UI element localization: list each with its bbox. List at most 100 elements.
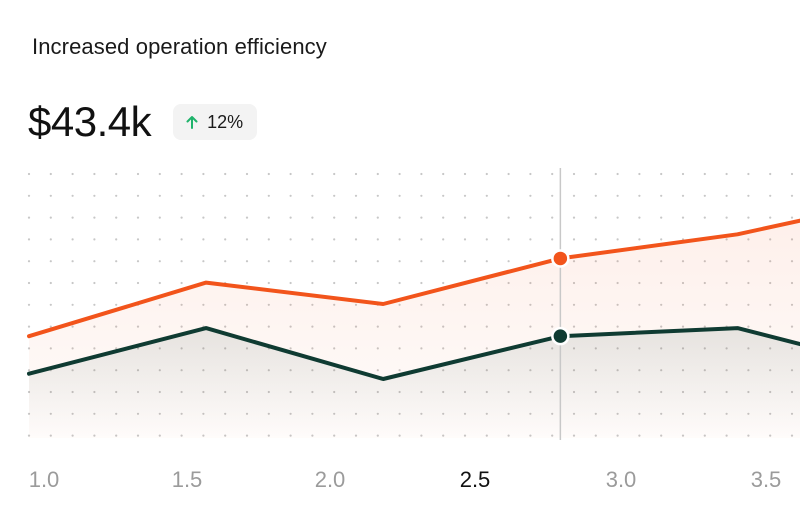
grid-dot [572, 216, 576, 219]
arrow-up-icon [186, 116, 198, 129]
grid-dot [485, 194, 488, 197]
grid-dot [289, 281, 292, 285]
grid-dot [180, 216, 183, 219]
grid-dot [572, 172, 576, 176]
grid-dot [442, 216, 445, 219]
grid-dot [551, 172, 554, 176]
grid-dot [311, 238, 314, 241]
grid-dot [311, 281, 314, 285]
grid-dot [27, 194, 31, 197]
grid-dot [311, 194, 314, 197]
x-tick-label: 3.0 [606, 467, 637, 492]
grid-dot [289, 238, 292, 241]
grid-dot [136, 194, 140, 197]
grid-dot [703, 194, 706, 197]
grid-dot [49, 238, 52, 241]
x-tick-label: 1.5 [172, 467, 203, 492]
grid-dot [71, 303, 74, 306]
grid-dot [158, 194, 161, 197]
grid-dot [790, 216, 794, 219]
grid-dot [442, 172, 445, 176]
grid-dot [27, 303, 31, 306]
grid-dot [354, 194, 358, 197]
grid-dot [49, 194, 52, 197]
grid-dot [376, 194, 379, 197]
grid-dot [551, 238, 554, 241]
grid-dot [289, 172, 292, 176]
grid-dot [420, 216, 423, 219]
grid-dot [638, 216, 641, 219]
grid-dot [49, 303, 52, 306]
grid-dot [790, 172, 794, 176]
series-2-marker[interactable] [551, 326, 570, 346]
grid-dot [245, 260, 249, 263]
grid-dot [420, 281, 423, 285]
grid-dot [747, 216, 750, 219]
grid-dot [158, 281, 161, 285]
grid-dot [616, 194, 619, 197]
grid-dot [27, 172, 31, 176]
grid-dot [27, 260, 31, 263]
grid-dot [529, 260, 532, 263]
grid-dot [49, 281, 52, 285]
change-percent: 12% [207, 111, 244, 132]
grid-dot [529, 194, 532, 197]
grid-dot [93, 194, 96, 197]
grid-dot [769, 172, 772, 176]
grid-dot [71, 194, 74, 197]
grid-dot [289, 260, 292, 263]
grid-dot [376, 238, 379, 241]
grid-dot [224, 172, 227, 176]
series-1-line [27, 218, 800, 339]
grid-dot [681, 194, 685, 197]
series-2-line [27, 326, 800, 381]
grid-dot [136, 260, 140, 263]
grid-dot [115, 281, 118, 285]
grid-dot [660, 216, 663, 219]
grid-dot [747, 194, 750, 197]
x-tick-label: 1.0 [29, 467, 60, 492]
grid-dot [289, 194, 292, 197]
grid-dot [71, 238, 74, 241]
grid-dot [463, 260, 467, 263]
area-fills [29, 220, 800, 438]
grid-dot [638, 194, 641, 197]
grid-dot [93, 303, 96, 306]
metric-row: $43.4k 12% [28, 96, 258, 148]
grid-dot [725, 194, 728, 197]
grid-dot [398, 216, 401, 219]
grid-dot [202, 260, 205, 263]
grid-dot [594, 238, 597, 241]
grid-dot [115, 172, 118, 176]
grid-dot [485, 172, 488, 176]
grid-dot [594, 216, 597, 219]
metric-value: $43.4k [28, 98, 152, 145]
grid-dot [420, 260, 423, 263]
grid-dot [398, 194, 401, 197]
grid-dot [594, 194, 597, 197]
grid-dot [180, 260, 183, 263]
grid-dot [725, 216, 728, 219]
grid-dot [136, 172, 140, 176]
grid-dot [463, 194, 467, 197]
grid-dot [224, 216, 227, 219]
grid-dot [420, 194, 423, 197]
grid-dot [660, 238, 663, 241]
grid-dot [529, 216, 532, 219]
grid-dot [180, 194, 183, 197]
grid-dot [703, 216, 706, 219]
grid-dot [463, 216, 467, 219]
grid-dot [311, 260, 314, 263]
grid-dot [224, 194, 227, 197]
grid-dot [158, 172, 161, 176]
grid-dot [202, 194, 205, 197]
series-1-marker[interactable] [551, 249, 570, 268]
grid-dot [333, 194, 336, 197]
grid-dot [245, 238, 249, 241]
grid-dot [180, 281, 183, 285]
grid-dot [136, 216, 140, 219]
grid-dot [115, 260, 118, 263]
grid-dot [529, 238, 532, 241]
